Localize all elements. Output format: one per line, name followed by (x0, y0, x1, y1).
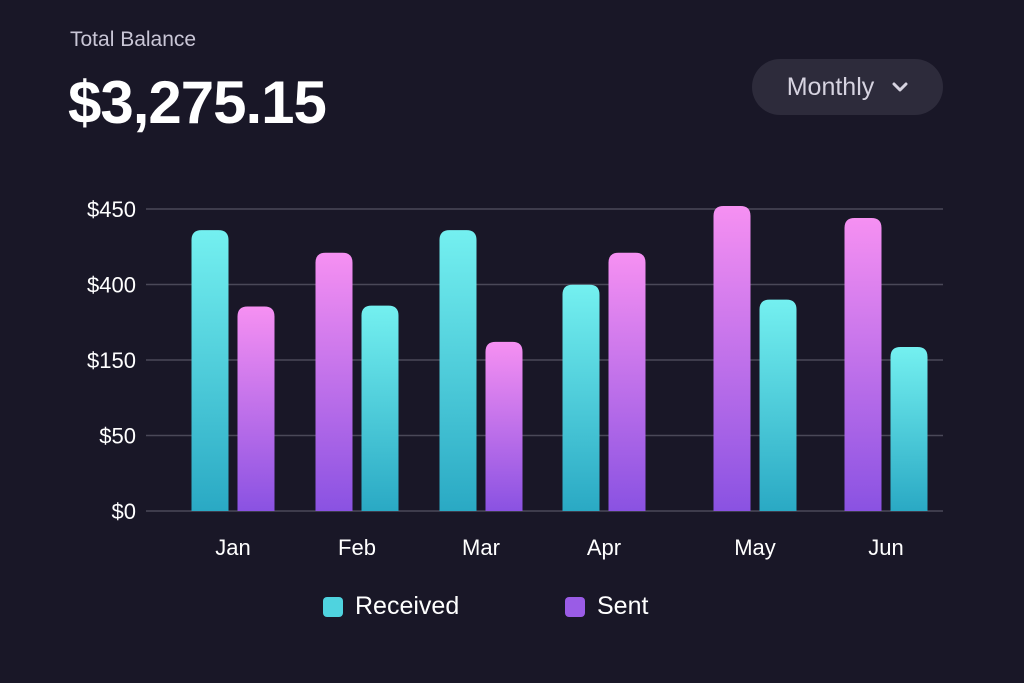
total-balance-value: $3,275.15 (68, 69, 327, 136)
x-tick-label: Mar (462, 535, 500, 560)
bar-received-mar (439, 230, 477, 511)
bar-received-may (759, 299, 797, 511)
x-tick-label: Jan (215, 535, 250, 560)
bar-sent-apr (608, 252, 646, 512)
bar-sent-may (713, 205, 751, 512)
sent-swatch (565, 596, 585, 617)
x-tick-label: May (734, 535, 776, 560)
period-dropdown[interactable]: Monthly (752, 59, 943, 115)
chevron-down-icon (892, 82, 908, 92)
y-tick-label: $450 (87, 197, 136, 222)
received-swatch (323, 596, 343, 617)
y-tick-label: $150 (87, 348, 136, 373)
period-dropdown-value: Monthly (786, 72, 875, 101)
bar-received-apr (562, 284, 600, 511)
y-tick-label: $400 (87, 273, 136, 298)
bar-sent-feb (315, 252, 353, 512)
y-tick-label: $0 (112, 499, 136, 524)
total-balance-label: Total Balance (70, 28, 197, 51)
legend-received-label: Received (355, 592, 460, 620)
legend-sent-label: Sent (597, 592, 649, 620)
x-tick-label: Feb (338, 535, 376, 560)
bar-received-jan (191, 230, 229, 511)
x-tick-label: Apr (587, 535, 621, 560)
bar-sent-jun (844, 218, 882, 511)
y-tick-label: $50 (99, 424, 136, 449)
bar-received-feb (361, 305, 399, 511)
legend-received: Received (323, 592, 459, 621)
x-tick-label: Jun (868, 535, 903, 560)
legend-sent: Sent (565, 592, 648, 621)
bar-received-jun (890, 347, 928, 511)
bar-sent-jan (237, 306, 275, 511)
bar-sent-mar (485, 341, 523, 511)
